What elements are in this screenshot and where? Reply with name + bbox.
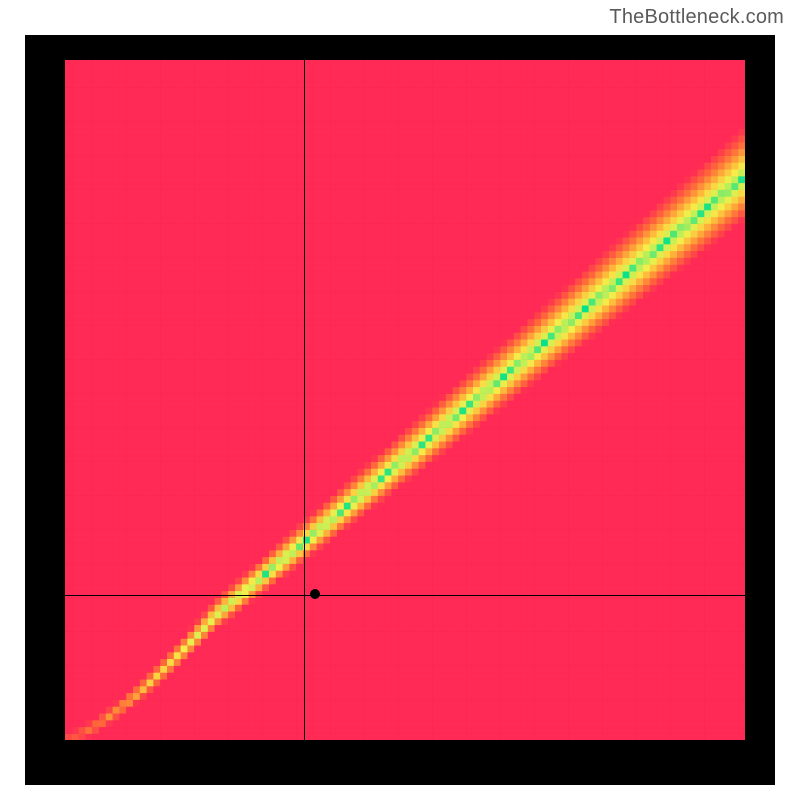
attribution-text: TheBottleneck.com <box>609 6 784 29</box>
chart-frame <box>25 35 775 785</box>
crosshair-horizontal <box>65 595 745 596</box>
bottleneck-heatmap <box>65 60 745 740</box>
chart-plot-area <box>65 60 745 740</box>
crosshair-vertical <box>304 60 305 740</box>
root: TheBottleneck.com <box>0 0 800 800</box>
marker-dot <box>310 589 320 599</box>
